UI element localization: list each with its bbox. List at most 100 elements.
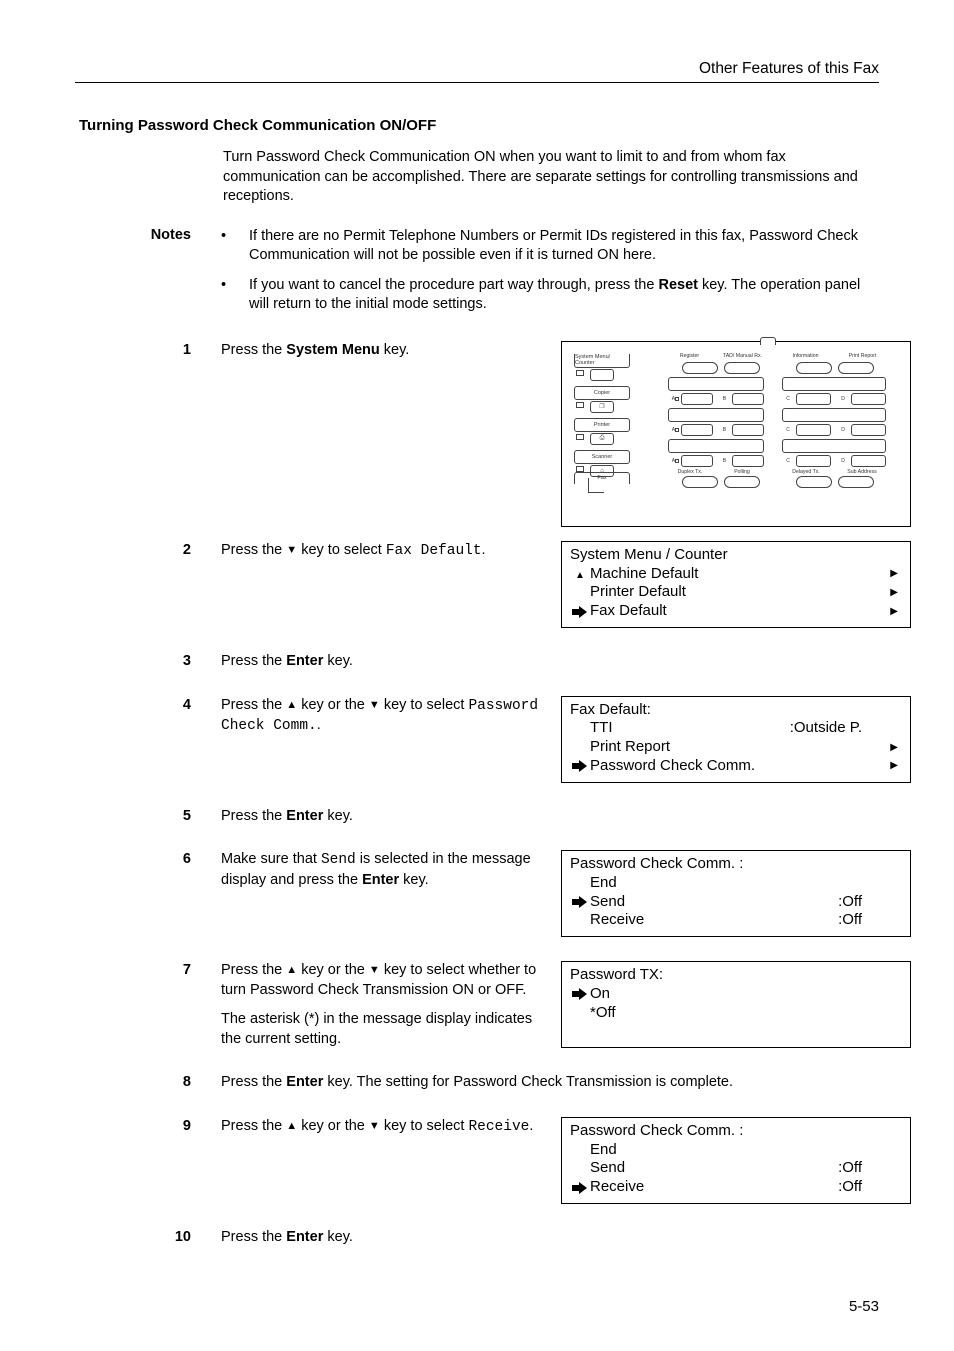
t: key. The setting for Password Check Tran… bbox=[323, 1074, 733, 1090]
fax-mode: Fax bbox=[574, 472, 630, 484]
lcd-value: :Off bbox=[838, 1178, 902, 1197]
t: key. bbox=[323, 808, 353, 824]
note-item: • If there are no Permit Telephone Numbe… bbox=[221, 227, 879, 266]
intro-paragraph: Turn Password Check Communication ON whe… bbox=[223, 148, 863, 207]
header-rule bbox=[75, 82, 879, 83]
copier-mode: Copier ❐ bbox=[574, 386, 652, 416]
cursor-icon bbox=[572, 988, 588, 1000]
step-10-text: Press the Enter key. bbox=[221, 1228, 879, 1258]
header-title: Other Features of this Fax bbox=[75, 60, 879, 78]
up-arrow-icon: ▲ bbox=[286, 699, 297, 711]
notes-list: • If there are no Permit Telephone Numbe… bbox=[221, 227, 879, 325]
t: . bbox=[482, 542, 486, 558]
submenu-icon bbox=[890, 741, 902, 755]
step-7-text: Press the ▲ key or the ▼ key to select w… bbox=[221, 961, 561, 1059]
scroll-up-icon bbox=[575, 565, 585, 584]
step-7: 7 Press the ▲ key or the ▼ key to select… bbox=[75, 961, 879, 1059]
step-6-text: Make sure that Send is selected in the m… bbox=[221, 850, 561, 900]
page-header: Other Features of this Fax bbox=[75, 60, 879, 83]
t: key. bbox=[399, 872, 429, 888]
lcd-row: TTI bbox=[590, 719, 613, 738]
lcd-row: Send bbox=[590, 893, 625, 912]
step-list: 1 Press the System Menu key. System Menu… bbox=[75, 341, 879, 1258]
system-menu-mode: System Menu/ Counter bbox=[574, 354, 652, 384]
lcd-step-6: Password Check Comm. : End Send :Off Rece… bbox=[561, 850, 911, 937]
step-8-text: Press the Enter key. The setting for Pas… bbox=[221, 1073, 879, 1103]
lcd-step-9: Password Check Comm. : End Send:Off Rece… bbox=[561, 1117, 911, 1204]
label: Register bbox=[668, 354, 711, 359]
step-10: 10 Press the Enter key. bbox=[75, 1228, 879, 1258]
step-2-text: Press the ▼ key to select Fax Default. bbox=[221, 541, 561, 572]
step-6: 6 Make sure that Send is selected in the… bbox=[75, 850, 879, 937]
t: Enter bbox=[286, 1229, 323, 1245]
submenu-icon bbox=[890, 759, 902, 773]
note-2a: If you want to cancel the procedure part… bbox=[249, 277, 658, 293]
lcd-step-2: System Menu / Counter Machine Default Pr… bbox=[561, 541, 911, 628]
down-arrow-icon: ▼ bbox=[369, 1120, 380, 1132]
lcd-row: End bbox=[590, 874, 617, 893]
t: . bbox=[529, 1118, 533, 1134]
t: The asterisk (*) in the message display … bbox=[221, 1010, 549, 1049]
step-3-text: Press the Enter key. bbox=[221, 652, 879, 682]
note-2-bold: Reset bbox=[658, 277, 698, 293]
cursor-icon bbox=[572, 896, 588, 908]
t: key to select bbox=[297, 542, 386, 558]
lcd-value: :Off bbox=[838, 1159, 902, 1178]
lcd-row: Print Report bbox=[590, 738, 670, 757]
label: TAD/ Manual Rx. bbox=[721, 354, 764, 359]
up-arrow-icon: ▲ bbox=[286, 964, 297, 976]
step-5-text: Press the Enter key. bbox=[221, 807, 879, 837]
t: Press the bbox=[221, 542, 286, 558]
step-number: 5 bbox=[75, 807, 221, 827]
lcd-row: Send bbox=[590, 1159, 625, 1178]
t: Press the bbox=[221, 1229, 286, 1245]
t: Press the bbox=[221, 342, 286, 358]
step-number: 1 bbox=[75, 341, 221, 361]
lcd-title: Password TX: bbox=[570, 966, 663, 985]
t: Press the bbox=[221, 808, 286, 824]
t: Send bbox=[321, 852, 356, 868]
lcd-row: Receive bbox=[590, 1178, 644, 1197]
lcd-value: :Off bbox=[838, 911, 902, 930]
t: Press the bbox=[221, 1074, 286, 1090]
down-arrow-icon: ▼ bbox=[369, 964, 380, 976]
lcd-row: Machine Default bbox=[590, 565, 698, 584]
step-3: 3 Press the Enter key. bbox=[75, 652, 879, 682]
lcd-row: Printer Default bbox=[590, 583, 686, 602]
lcd-step-4: Fax Default: TTI:Outside P. Print Report… bbox=[561, 696, 911, 783]
step-number: 6 bbox=[75, 850, 221, 870]
lcd-title: Fax Default: bbox=[570, 701, 651, 720]
step-number: 3 bbox=[75, 652, 221, 672]
mode-buttons: System Menu/ Counter Copier ❐ Printer ⎙ bbox=[574, 354, 652, 482]
soft-keys-right: Information Print Report CD CD CD bbox=[782, 354, 886, 491]
lcd-row: Receive bbox=[590, 911, 644, 930]
t: key to select bbox=[380, 697, 469, 713]
step-9: 9 Press the ▲ key or the ▼ key to select… bbox=[75, 1117, 879, 1204]
t: key to select bbox=[380, 1118, 469, 1134]
lcd-title: Password Check Comm. : bbox=[570, 855, 743, 874]
notes-block: Notes • If there are no Permit Telephone… bbox=[75, 227, 879, 325]
t: Press the bbox=[221, 697, 286, 713]
t: Enter bbox=[362, 872, 399, 888]
operation-panel-figure: System Menu/ Counter Copier ❐ Printer ⎙ bbox=[561, 341, 911, 527]
t: key or the bbox=[297, 1118, 369, 1134]
step-5: 5 Press the Enter key. bbox=[75, 807, 879, 837]
step-9-text: Press the ▲ key or the ▼ key to select R… bbox=[221, 1117, 561, 1148]
t: key or the bbox=[297, 962, 369, 978]
t: Receive bbox=[468, 1119, 529, 1135]
label: Scanner bbox=[574, 450, 630, 464]
step-1: 1 Press the System Menu key. System Menu… bbox=[75, 341, 879, 527]
submenu-icon bbox=[890, 586, 902, 600]
lcd-title: System Menu / Counter bbox=[570, 546, 728, 565]
page-number: 5-53 bbox=[849, 1298, 879, 1315]
t: key. bbox=[323, 1229, 353, 1245]
t: Enter bbox=[286, 653, 323, 669]
t: Fax Default bbox=[386, 543, 482, 559]
step-number: 10 bbox=[75, 1228, 221, 1248]
notes-label: Notes bbox=[75, 227, 221, 325]
lcd-row: On bbox=[590, 985, 610, 1004]
down-arrow-icon: ▼ bbox=[369, 699, 380, 711]
step-2: 2 Press the ▼ key to select Fax Default.… bbox=[75, 541, 879, 628]
note-text: If you want to cancel the procedure part… bbox=[249, 276, 879, 315]
step-number: 9 bbox=[75, 1117, 221, 1137]
